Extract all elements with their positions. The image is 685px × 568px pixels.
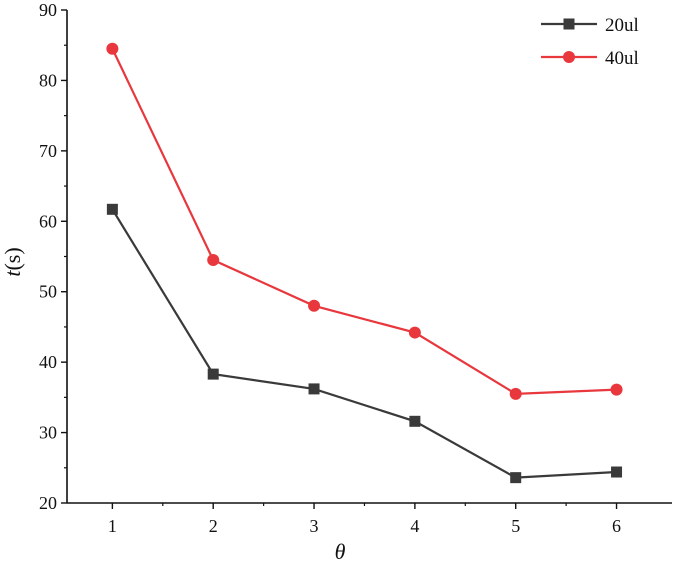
- y-tick-label: 80: [39, 70, 57, 90]
- legend-item-40ul: 40ul: [541, 48, 639, 69]
- x-tick-label: 2: [209, 516, 218, 536]
- y-axis-title-symbol: t: [0, 270, 25, 277]
- y-tick-label: 90: [39, 0, 57, 20]
- y-tick-label: 20: [39, 493, 57, 513]
- y-tick-label: 40: [39, 352, 57, 372]
- data-point-40ul: [408, 326, 421, 339]
- y-axis-title-unit: (s): [0, 247, 25, 270]
- data-point-40ul: [308, 299, 321, 312]
- y-tick-label: 70: [39, 141, 57, 161]
- x-axis-title: θ: [335, 539, 346, 564]
- data-point-20ul: [611, 466, 623, 478]
- x-tick-label: 4: [410, 516, 419, 536]
- y-tick-label: 50: [39, 282, 57, 302]
- x-tick-label: 1: [108, 516, 117, 536]
- legend-label: 40ul: [605, 48, 639, 69]
- data-point-40ul: [509, 387, 522, 400]
- series-layer: [106, 42, 623, 484]
- series-line-20ul: [111, 208, 617, 479]
- legend-marker: [563, 51, 575, 63]
- x-tick-label: 5: [511, 516, 520, 536]
- axes: 20 30 40 50 60 70 80 90 1 2 3 4 5 6: [39, 0, 672, 536]
- data-point-20ul: [308, 383, 320, 395]
- legend-label: 20ul: [605, 15, 639, 36]
- data-point-20ul: [409, 415, 421, 427]
- legend: 20ul 40ul: [541, 15, 639, 69]
- data-point-20ul: [207, 368, 219, 380]
- y-tick-label: 30: [39, 423, 57, 443]
- x-tick-label: 6: [612, 516, 621, 536]
- data-point-40ul: [610, 383, 623, 396]
- x-tick-label: 3: [310, 516, 319, 536]
- series-line-40ul: [111, 48, 617, 395]
- data-point-40ul: [106, 42, 119, 55]
- data-point-20ul: [510, 472, 522, 484]
- series-20ul: [106, 203, 623, 484]
- legend-item-20ul: 20ul: [541, 15, 639, 36]
- series-40ul: [106, 42, 623, 400]
- y-axis-title: t(s): [0, 247, 25, 276]
- data-point-40ul: [207, 254, 220, 267]
- legend-marker: [563, 18, 575, 30]
- y-tick-label: 60: [39, 211, 57, 231]
- data-point-20ul: [106, 203, 118, 215]
